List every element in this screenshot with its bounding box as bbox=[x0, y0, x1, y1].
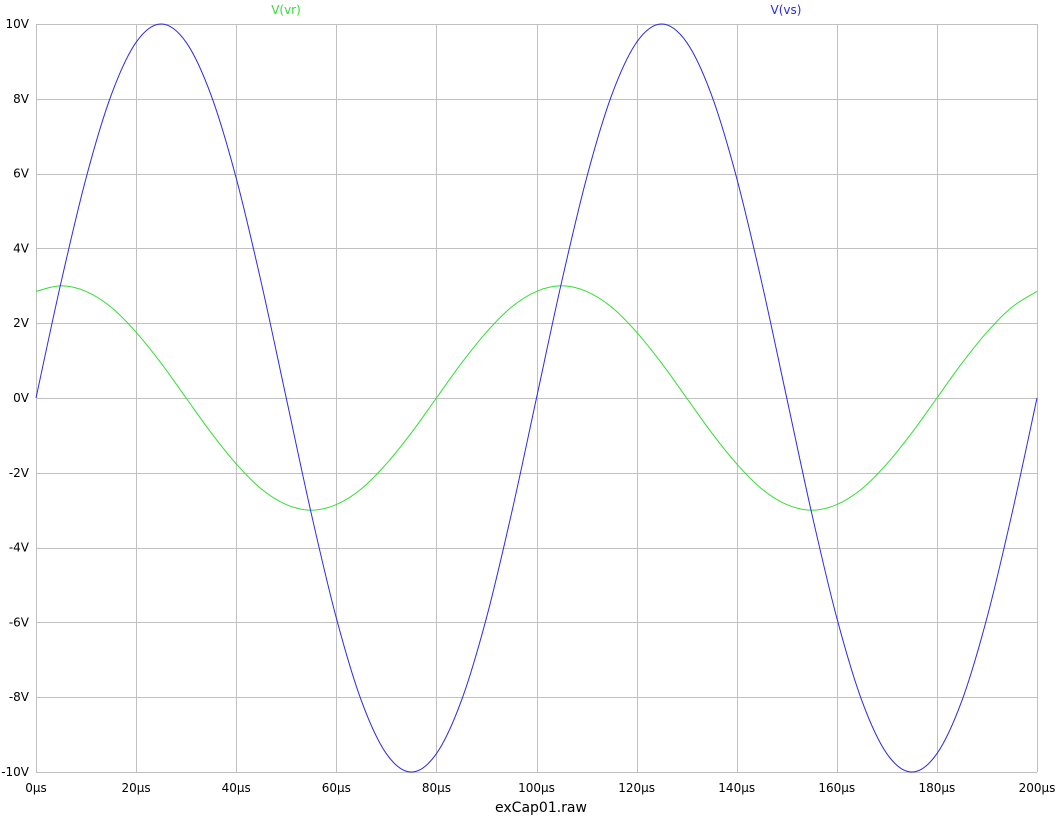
y-axis-tick-labels: -10V -8V -6V -4V -2V 0V 2V 4V 6V 8V 10V bbox=[1, 17, 30, 779]
x-tick-label: 120µs bbox=[618, 781, 655, 795]
x-axis-tick-labels: 0µs 20µs 40µs 60µs 80µs 100µs 120µs 140µs 160µs 1… bbox=[25, 781, 1055, 795]
y-tick-label: 8V bbox=[13, 92, 30, 106]
y-tick-label: 0V bbox=[13, 391, 30, 405]
x-tick-label: 40µs bbox=[222, 781, 251, 795]
x-tick-label: 140µs bbox=[718, 781, 755, 795]
y-tick-label: -6V bbox=[9, 615, 30, 629]
series-layer bbox=[35, 23, 1038, 773]
y-tick-label: 2V bbox=[13, 316, 30, 330]
x-tick-label: 60µs bbox=[322, 781, 351, 795]
y-tick-label: -4V bbox=[9, 541, 30, 555]
x-tick-label: 80µs bbox=[422, 781, 451, 795]
legend: V(vr) V(vs) bbox=[271, 3, 801, 17]
x-tick-label: 100µs bbox=[518, 781, 555, 795]
legend-entry: V(vr) bbox=[271, 3, 301, 17]
y-tick-label: -10V bbox=[1, 765, 30, 779]
y-tick-label: -2V bbox=[9, 466, 30, 480]
y-tick-label: -8V bbox=[9, 690, 30, 704]
file-name-label: exCap01.raw bbox=[495, 800, 587, 816]
series-line-vvr bbox=[35, 285, 1038, 511]
series-line-vvs bbox=[35, 23, 1038, 773]
x-tick-label: 180µs bbox=[919, 781, 956, 795]
x-tick-label: 0µs bbox=[25, 781, 47, 795]
legend-entry: V(vs) bbox=[771, 3, 802, 17]
x-tick-label: 160µs bbox=[818, 781, 855, 795]
grid-lines bbox=[36, 24, 1038, 773]
y-tick-label: 4V bbox=[13, 241, 30, 255]
x-tick-label: 20µs bbox=[122, 781, 151, 795]
x-tick-label: 200µs bbox=[1019, 781, 1056, 795]
y-tick-label: 10V bbox=[6, 17, 30, 31]
y-tick-label: 6V bbox=[13, 167, 30, 181]
